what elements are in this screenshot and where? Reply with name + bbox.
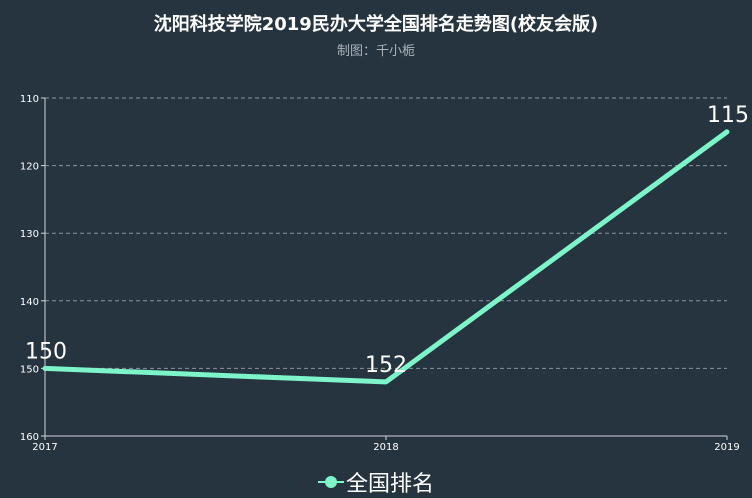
data-label: 150	[25, 339, 67, 364]
x-tick-label: 2018	[373, 442, 398, 453]
legend[interactable]: 全国排名	[0, 466, 752, 498]
y-tick-label: 150	[20, 364, 39, 375]
data-label: 115	[707, 103, 749, 128]
data-label: 152	[365, 353, 407, 378]
series-line	[42, 129, 730, 385]
y-tick-label: 110	[20, 94, 39, 105]
chart-subtitle: 制图：千小栀	[336, 44, 415, 59]
y-tick-label: 130	[20, 229, 39, 240]
x-tick-label: 2017	[32, 442, 57, 453]
y-tick-label: 120	[20, 162, 39, 173]
y-tick-label: 160	[20, 432, 39, 443]
x-tick-label: 2019	[714, 442, 739, 453]
legend-label: 全国排名	[345, 472, 434, 497]
legend-marker-icon	[317, 475, 344, 489]
y-tick-label: 140	[20, 297, 39, 308]
chart-title: 沈阳科技学院2019民办大学全国排名走势图(校友会版)	[153, 14, 599, 35]
